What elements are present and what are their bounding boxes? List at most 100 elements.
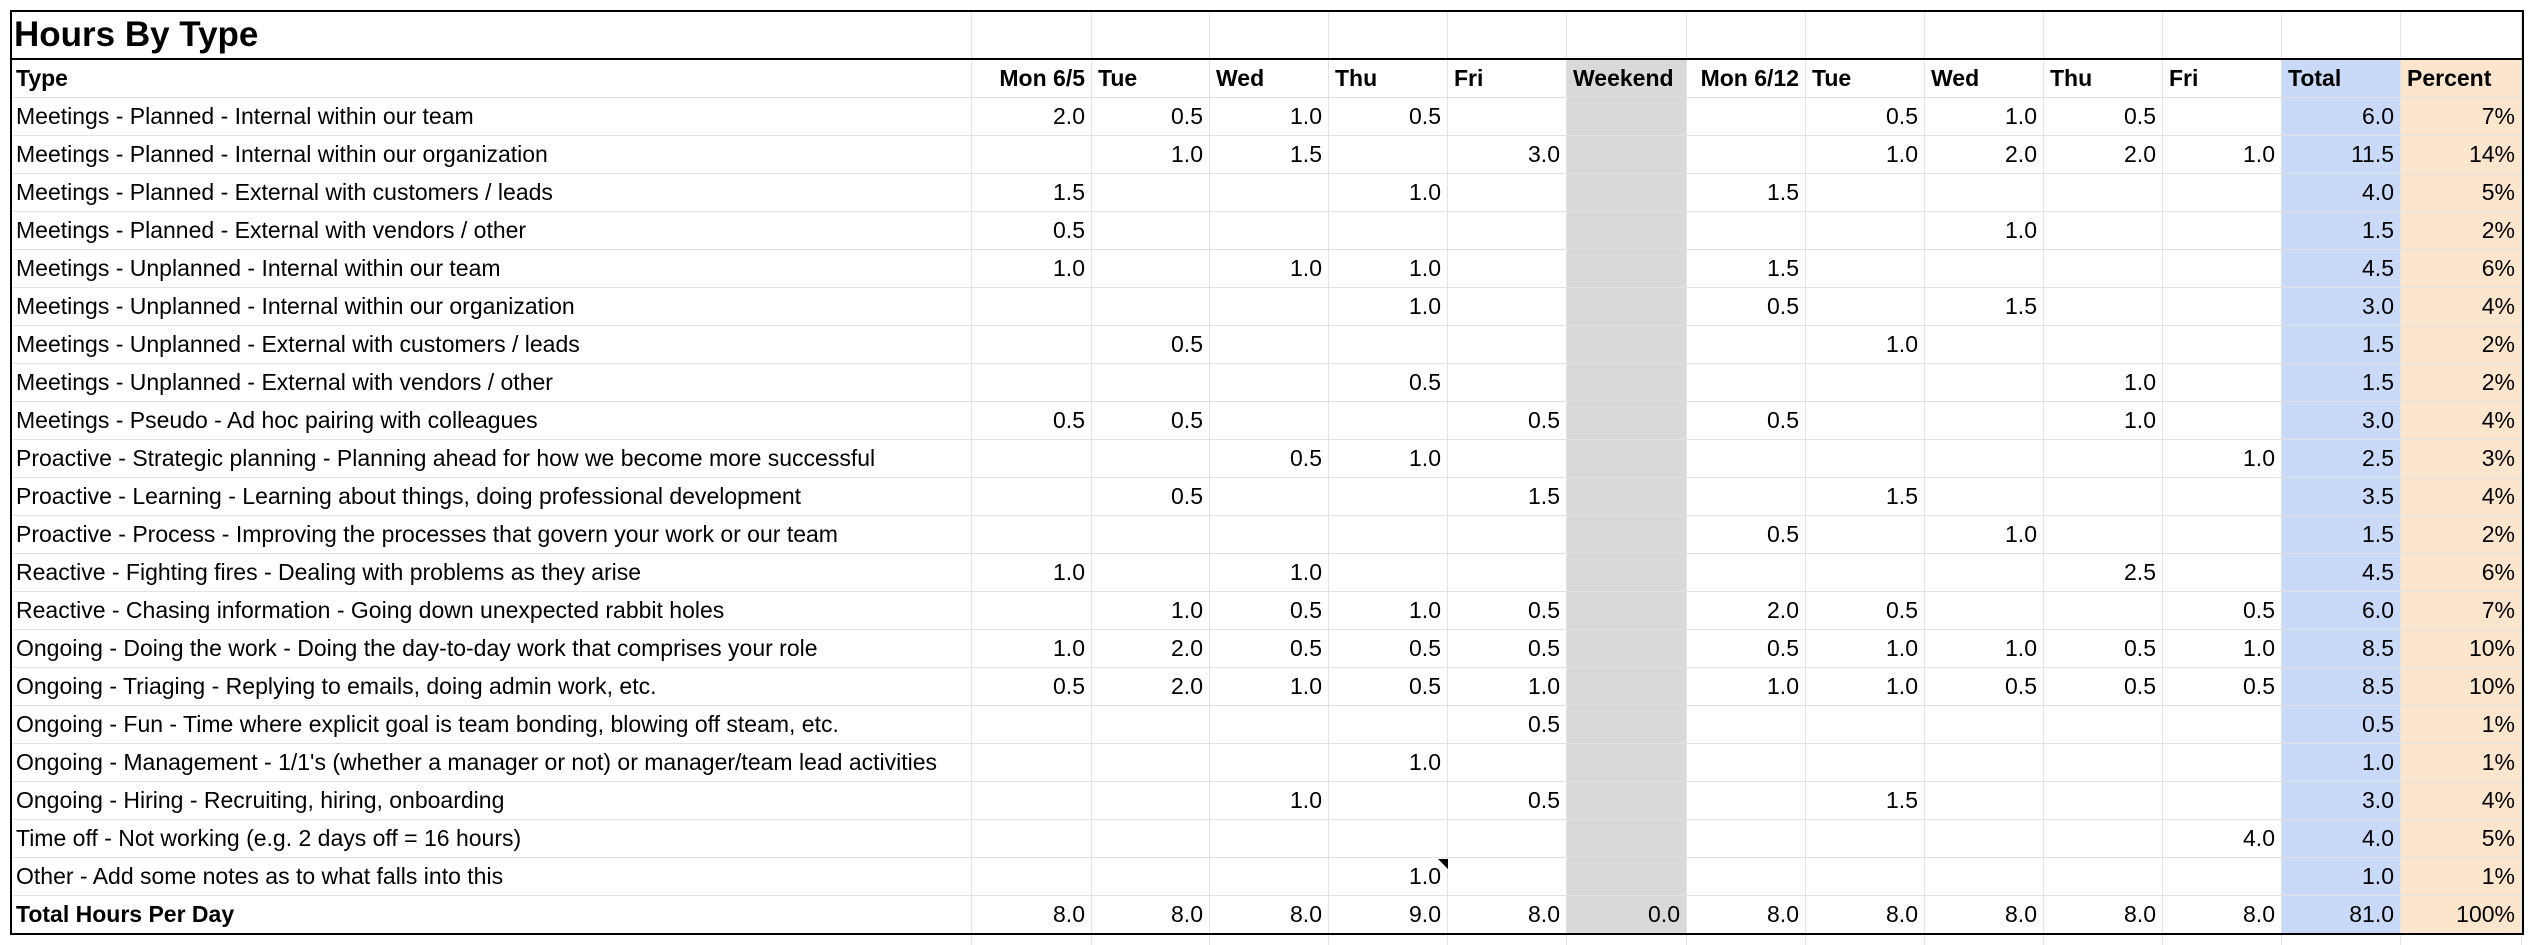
data-cell[interactable] xyxy=(1567,478,1687,516)
row-label[interactable]: Ongoing - Doing the work - Doing the day… xyxy=(10,630,972,668)
data-cell[interactable] xyxy=(972,364,1092,402)
data-cell[interactable]: 0.5 xyxy=(1448,592,1567,630)
data-cell[interactable] xyxy=(1092,250,1210,288)
data-cell[interactable] xyxy=(1329,478,1448,516)
data-cell[interactable]: 1.0 xyxy=(1925,630,2044,668)
row-label[interactable]: Meetings - Planned - Internal within our… xyxy=(10,98,972,136)
data-cell[interactable]: 6.0 xyxy=(2282,98,2401,136)
data-cell[interactable] xyxy=(1448,440,1567,478)
data-cell[interactable] xyxy=(1448,212,1567,250)
data-cell[interactable]: 1.0 xyxy=(2044,364,2163,402)
data-cell[interactable] xyxy=(972,592,1092,630)
data-cell[interactable]: 4.0 xyxy=(2282,174,2401,212)
data-cell[interactable] xyxy=(1210,478,1329,516)
data-cell[interactable]: 1.5 xyxy=(1687,250,1806,288)
data-cell[interactable]: 10% xyxy=(2401,630,2522,668)
data-cell[interactable]: 0.5 xyxy=(1329,630,1448,668)
data-cell[interactable] xyxy=(1092,706,1210,744)
data-cell[interactable] xyxy=(1448,516,1567,554)
data-cell[interactable] xyxy=(972,858,1092,896)
data-cell[interactable] xyxy=(1925,478,2044,516)
data-cell[interactable] xyxy=(1925,858,2044,896)
data-cell[interactable] xyxy=(972,744,1092,782)
data-cell[interactable] xyxy=(2163,744,2282,782)
data-cell[interactable]: 1.0 xyxy=(1806,326,1925,364)
data-cell[interactable] xyxy=(2163,478,2282,516)
data-cell[interactable]: 1.0 xyxy=(972,554,1092,592)
data-cell[interactable]: 1% xyxy=(2401,858,2522,896)
data-cell[interactable] xyxy=(972,136,1092,174)
data-cell[interactable]: 2.0 xyxy=(1092,668,1210,706)
row-label[interactable]: Meetings - Unplanned - External with ven… xyxy=(10,364,972,402)
column-header-mon-6-12[interactable]: Mon 6/12 xyxy=(1687,60,1806,98)
column-header-tue-2[interactable]: Tue xyxy=(1806,60,1925,98)
data-cell[interactable] xyxy=(972,516,1092,554)
data-cell[interactable] xyxy=(1567,630,1687,668)
data-cell[interactable]: 7% xyxy=(2401,98,2522,136)
data-cell[interactable] xyxy=(1806,516,1925,554)
data-cell[interactable]: 2.0 xyxy=(972,98,1092,136)
column-header-mon-6-5[interactable]: Mon 6/5 xyxy=(972,60,1092,98)
data-cell[interactable]: 1.0 xyxy=(1092,592,1210,630)
data-cell[interactable] xyxy=(2044,174,2163,212)
data-cell[interactable] xyxy=(1925,706,2044,744)
data-cell[interactable]: 0.5 xyxy=(1210,630,1329,668)
data-cell[interactable]: 5% xyxy=(2401,820,2522,858)
data-cell[interactable]: 6% xyxy=(2401,250,2522,288)
data-cell[interactable]: 1.5 xyxy=(2282,326,2401,364)
data-cell[interactable]: 1.0 xyxy=(1210,668,1329,706)
data-cell[interactable]: 1.0 xyxy=(1806,630,1925,668)
data-cell[interactable] xyxy=(2163,858,2282,896)
data-cell[interactable] xyxy=(1210,706,1329,744)
data-cell[interactable] xyxy=(1092,364,1210,402)
data-cell[interactable] xyxy=(1092,744,1210,782)
row-label[interactable]: Other - Add some notes as to what falls … xyxy=(10,858,972,896)
data-cell[interactable] xyxy=(2044,744,2163,782)
data-cell[interactable]: 2% xyxy=(2401,212,2522,250)
data-cell[interactable] xyxy=(1092,858,1210,896)
data-cell[interactable]: 0.5 xyxy=(1092,402,1210,440)
data-cell[interactable]: 0.5 xyxy=(1448,630,1567,668)
data-cell[interactable] xyxy=(1806,554,1925,592)
data-cell[interactable] xyxy=(1567,744,1687,782)
data-cell[interactable]: 0.5 xyxy=(1687,288,1806,326)
total-cell[interactable]: 8.0 xyxy=(1806,896,1925,934)
data-cell[interactable] xyxy=(1210,744,1329,782)
data-cell[interactable] xyxy=(1806,250,1925,288)
data-cell[interactable] xyxy=(1092,782,1210,820)
data-cell[interactable] xyxy=(1210,402,1329,440)
data-cell[interactable]: 5% xyxy=(2401,174,2522,212)
data-cell[interactable]: 3.5 xyxy=(2282,478,2401,516)
data-cell[interactable]: 1.5 xyxy=(2282,364,2401,402)
data-cell[interactable] xyxy=(2044,250,2163,288)
data-cell[interactable] xyxy=(1687,820,1806,858)
row-label[interactable]: Proactive - Process - Improving the proc… xyxy=(10,516,972,554)
data-cell[interactable]: 1.0 xyxy=(1210,98,1329,136)
data-cell[interactable] xyxy=(1092,554,1210,592)
data-cell[interactable]: 0.5 xyxy=(1092,478,1210,516)
data-cell[interactable] xyxy=(1567,212,1687,250)
data-cell[interactable] xyxy=(1806,364,1925,402)
data-cell[interactable] xyxy=(972,288,1092,326)
data-cell[interactable] xyxy=(2044,592,2163,630)
data-cell[interactable]: 1.0 xyxy=(1329,250,1448,288)
data-cell[interactable] xyxy=(972,782,1092,820)
data-cell[interactable] xyxy=(1687,136,1806,174)
data-cell[interactable]: 6.0 xyxy=(2282,592,2401,630)
data-cell[interactable] xyxy=(1925,592,2044,630)
data-cell[interactable]: 8.5 xyxy=(2282,668,2401,706)
data-cell[interactable]: 4.5 xyxy=(2282,554,2401,592)
total-cell[interactable]: 8.0 xyxy=(1092,896,1210,934)
row-label[interactable]: Proactive - Strategic planning - Plannin… xyxy=(10,440,972,478)
data-cell[interactable]: 0.5 xyxy=(972,402,1092,440)
data-cell[interactable] xyxy=(1925,364,2044,402)
data-cell[interactable] xyxy=(1687,440,1806,478)
data-cell[interactable] xyxy=(1687,858,1806,896)
data-cell[interactable] xyxy=(1567,706,1687,744)
data-cell[interactable] xyxy=(1687,782,1806,820)
data-cell[interactable] xyxy=(1567,820,1687,858)
data-cell[interactable]: 0.5 xyxy=(2163,592,2282,630)
data-cell[interactable] xyxy=(972,706,1092,744)
data-cell[interactable] xyxy=(1210,174,1329,212)
data-cell[interactable] xyxy=(1806,174,1925,212)
